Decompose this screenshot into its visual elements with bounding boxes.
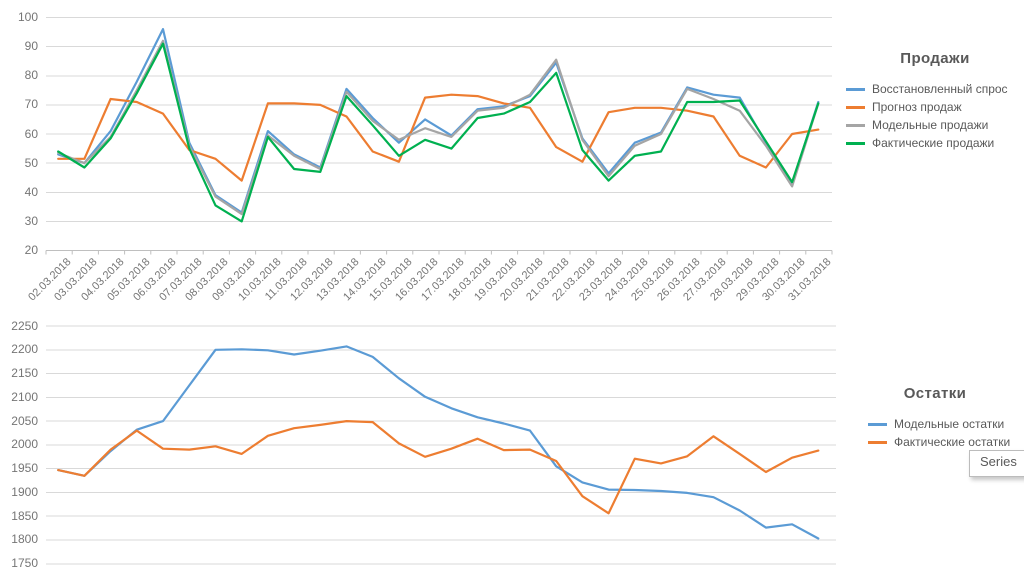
legend-item-label: Фактические остатки: [894, 435, 1011, 449]
stocks-legend-title: Остатки: [903, 385, 967, 402]
stocks-chart-legend: Остатки Модельные остатки Фактические ос…: [846, 385, 1024, 451]
legend-line-swatch: [846, 141, 865, 145]
legend-line-swatch: [846, 105, 865, 109]
legend-line-swatch: [868, 440, 887, 444]
series-line[interactable]: [57, 93, 820, 182]
legend-item-label: Фактические продажи: [872, 136, 995, 150]
legend-line-swatch: [846, 123, 865, 127]
series-tooltip-text: Series: [980, 454, 1017, 469]
stocks-legend-items: Модельные остатки Фактические остатки: [846, 415, 1024, 451]
legend-item-recovered-demand[interactable]: Восстановленный спрос: [846, 80, 1024, 98]
series-line[interactable]: [57, 42, 820, 223]
legend-item-label: Прогноз продаж: [872, 100, 962, 114]
legend-item-model-stocks[interactable]: Модельные остатки: [868, 415, 1024, 433]
sales-legend-items: Восстановленный спрос Прогноз продаж Мод…: [846, 80, 1024, 152]
series-line[interactable]: [57, 345, 820, 540]
legend-item-actual-sales[interactable]: Фактические продажи: [846, 134, 1024, 152]
sales-chart-legend: Продажи Восстановленный спрос Прогноз пр…: [846, 50, 1024, 152]
legend-line-swatch: [846, 87, 865, 91]
series-line[interactable]: [57, 420, 820, 515]
series-tooltip: Series: [969, 450, 1024, 477]
series-line[interactable]: [57, 28, 820, 214]
legend-line-swatch: [868, 422, 887, 426]
sales-legend-title: Продажи: [900, 50, 970, 67]
legend-item-model-sales[interactable]: Модельные продажи: [846, 116, 1024, 134]
legend-item-label: Восстановленный спрос: [872, 82, 1008, 96]
legend-item-label: Модельные остатки: [894, 417, 1005, 431]
legend-item-actual-stocks[interactable]: Фактические остатки: [868, 433, 1024, 451]
legend-item-label: Модельные продажи: [872, 118, 989, 132]
legend-item-sales-forecast[interactable]: Прогноз продаж: [846, 98, 1024, 116]
